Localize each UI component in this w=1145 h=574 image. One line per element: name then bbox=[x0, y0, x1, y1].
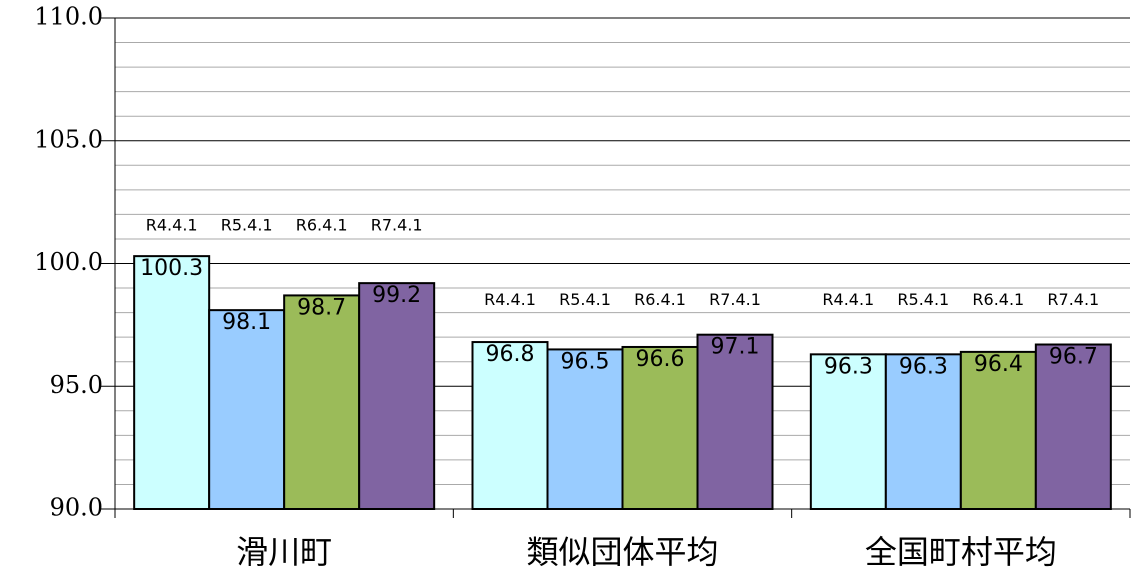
value-label: 96.4 bbox=[974, 352, 1023, 377]
series-label: R4.4.1 bbox=[484, 290, 536, 309]
series-label: R6.4.1 bbox=[634, 290, 686, 309]
value-label: 98.1 bbox=[222, 310, 271, 335]
y-tick-label: 100.0 bbox=[34, 248, 103, 276]
x-tick-label: 滑川町 bbox=[236, 533, 332, 571]
series-label: R4.4.1 bbox=[822, 290, 874, 309]
bar bbox=[621, 345, 699, 510]
bar bbox=[696, 333, 774, 510]
series-label: R5.4.1 bbox=[221, 216, 273, 235]
value-label: 96.7 bbox=[1049, 345, 1098, 370]
series-label: R5.4.1 bbox=[897, 290, 949, 309]
x-tick-label: 全国町村平均 bbox=[865, 533, 1057, 571]
bar bbox=[471, 341, 549, 510]
bar bbox=[133, 255, 211, 511]
y-tick-label: 95.0 bbox=[50, 371, 103, 399]
bar bbox=[283, 294, 361, 511]
y-tick-label: 105.0 bbox=[34, 125, 103, 153]
y-tick-label: 110.0 bbox=[34, 3, 103, 31]
value-label: 96.5 bbox=[561, 349, 610, 374]
series-label: R6.4.1 bbox=[972, 290, 1024, 309]
bar bbox=[358, 282, 436, 511]
bar bbox=[1034, 343, 1112, 511]
value-label: 96.3 bbox=[899, 354, 948, 379]
value-label: 96.8 bbox=[486, 342, 535, 367]
value-label: 97.1 bbox=[711, 335, 760, 360]
series-label: R7.4.1 bbox=[709, 290, 761, 309]
series-label: R6.4.1 bbox=[296, 216, 348, 235]
series-label: R7.4.1 bbox=[1047, 290, 1099, 309]
bar bbox=[884, 353, 962, 510]
y-tick-label: 90.0 bbox=[50, 494, 103, 522]
series-label: R4.4.1 bbox=[146, 216, 198, 235]
value-label: 99.2 bbox=[372, 283, 421, 308]
series-label: R7.4.1 bbox=[371, 216, 423, 235]
bar bbox=[208, 309, 286, 510]
value-label: 96.6 bbox=[636, 347, 685, 372]
value-label: 100.3 bbox=[140, 256, 203, 281]
value-label: 96.3 bbox=[824, 354, 873, 379]
value-label: 98.7 bbox=[297, 295, 346, 320]
x-tick-label: 類似団体平均 bbox=[526, 533, 718, 571]
series-label: R5.4.1 bbox=[559, 290, 611, 309]
